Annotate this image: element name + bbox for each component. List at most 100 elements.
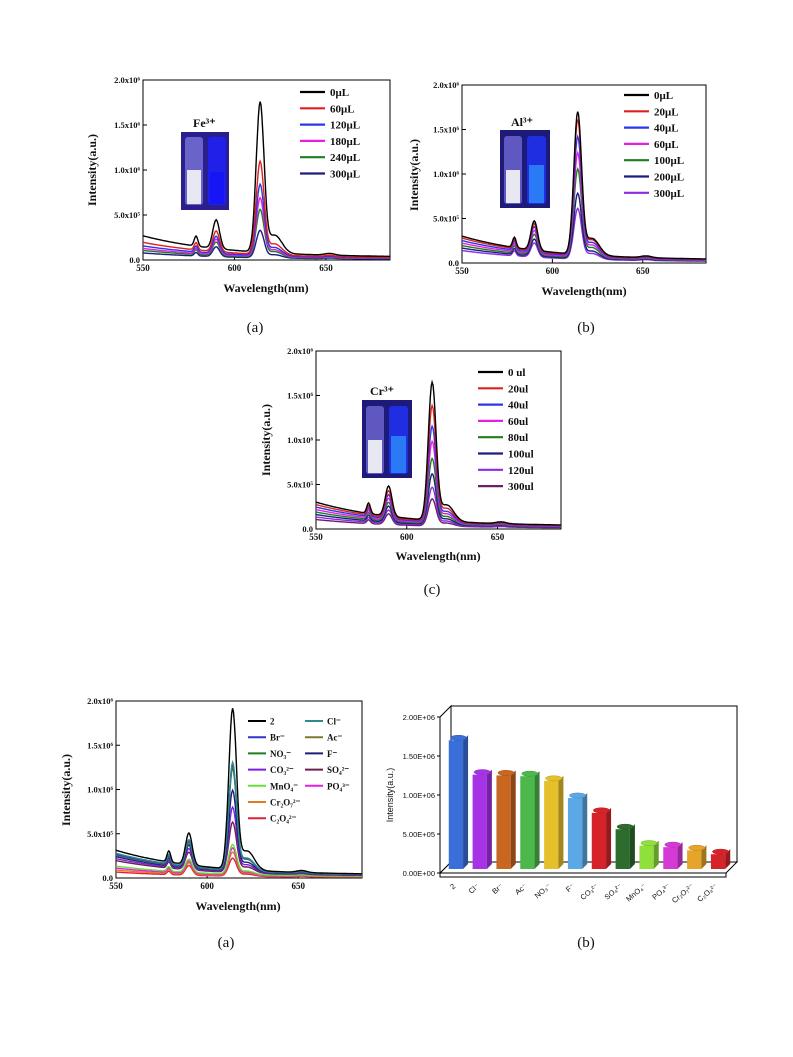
bar-side <box>725 849 731 869</box>
bar-top <box>497 770 515 776</box>
bar <box>615 823 635 869</box>
bar-y-tick-label: 5.00E+05 <box>403 830 435 839</box>
legend-label: 0 ul <box>508 367 525 379</box>
y-tick-label: 1.5x10⁶ <box>287 391 313 401</box>
bar-top <box>664 841 682 848</box>
legend-label: 60μL <box>654 139 679 151</box>
caption-bottom-a: (a) <box>218 935 235 951</box>
legend-label: 80ul <box>508 432 528 444</box>
legend-label: 100μL <box>654 155 684 167</box>
bar-category-label: F⁻ <box>564 882 576 894</box>
fe-x-axis-label: Wavelength(nm) <box>223 281 308 295</box>
bar-x-ticks: 2 Cl⁻ Br⁻ Ac⁻ NO₃⁻ F⁻ CO₃²⁻ SO₄²⁻ MnO₄⁻ PO₄³⁻Cr₂O… <box>448 882 719 905</box>
fe-y-ticks: 0.0 5.0x10⁵ 1.0x10⁶ 1.5x10⁶ 2.0x10⁶ <box>114 75 147 265</box>
legend-label: 300ul <box>508 481 534 493</box>
y-tick-label: 5.0x10⁵ <box>114 210 140 220</box>
al-curves <box>461 111 707 262</box>
bar-front <box>710 854 726 869</box>
anion-y-axis-label: Intensity(a.u.) <box>59 754 73 826</box>
bar <box>639 840 659 869</box>
al-y-ticks: 0.0 5.0x10⁵ 1.0x10⁶ 1.5x10⁶ 2.0x10⁶ <box>433 80 466 268</box>
caption-top-b: (b) <box>577 320 595 336</box>
y-tick-label: 0.0 <box>102 873 113 883</box>
bar-top <box>473 769 491 775</box>
caption-bottom-b: (b) <box>577 935 595 951</box>
x-tick-label: 600 <box>200 881 214 891</box>
cr-inset-photo <box>362 400 412 478</box>
series-line <box>115 708 362 875</box>
legend-label: 120μL <box>330 120 360 132</box>
y-tick-label: 1.0x10⁶ <box>433 169 459 179</box>
legend-label: 180μL <box>330 136 360 148</box>
y-tick-label: 0.0 <box>302 524 313 534</box>
bar-side <box>582 793 588 869</box>
y-tick-label: 1.5x10⁶ <box>433 125 459 135</box>
x-tick-label: 650 <box>291 881 305 891</box>
bar-front <box>687 850 702 869</box>
bar-front <box>544 780 559 869</box>
bar-category-label: C₂O₄²⁻ <box>695 882 719 904</box>
y-tick-label: 0.0 <box>448 258 459 268</box>
fe-ion-label: Fe³⁺ <box>193 116 216 130</box>
cr-ion-label: Cr³⁺ <box>370 384 394 398</box>
bar-top <box>640 840 658 846</box>
bar-front <box>472 774 487 869</box>
legend-label: 60μL <box>330 103 355 115</box>
al-legend: 0μL 20μL 40μL 60μL 100μL 200μL 300μL <box>624 90 684 200</box>
legend-label: 100ul <box>508 449 534 461</box>
bar-marks <box>448 734 731 869</box>
x-tick-label: 600 <box>546 266 560 276</box>
bar-side <box>463 735 469 869</box>
bar-category-label: Cl⁻ <box>467 882 481 896</box>
bar-front <box>520 776 535 869</box>
x-tick-label: 550 <box>309 532 323 542</box>
bar-top <box>593 807 610 814</box>
bar-front <box>639 845 654 869</box>
x-tick-label: 550 <box>136 263 150 273</box>
cr-curves <box>315 379 562 529</box>
fe-legend: 0μL 60μL 120μL 180μL 240μL 300μL <box>300 87 360 181</box>
legend-label: PO₄³⁻ <box>327 781 350 791</box>
legend-label: MnO₄⁻ <box>270 781 298 791</box>
bar <box>496 770 516 869</box>
x-tick-label: 650 <box>636 266 650 276</box>
bar <box>591 807 612 869</box>
legend-label: 240μL <box>330 152 360 164</box>
bar-category-label: MnO₄⁻ <box>624 882 648 904</box>
bar-category-label: Cr₂O₇²⁻ <box>670 882 695 905</box>
y-tick-label: 0.0 <box>129 255 140 265</box>
al-inset-photo <box>500 130 550 208</box>
cr-legend: 0 ul 20ul 40ul 60ul 80ul 100ul 120ul 300ul <box>478 367 534 493</box>
bar-y-tick-label: 0.00E+00 <box>403 869 435 878</box>
legend-label: Ac⁻ <box>327 733 342 743</box>
legend-label: Cl⁻ <box>327 717 341 727</box>
y-tick-label: 1.5x10⁶ <box>87 740 113 750</box>
x-tick-label: 650 <box>491 532 505 542</box>
bar-side <box>486 769 492 869</box>
y-tick-label: 2.0x10⁶ <box>87 696 113 706</box>
series-line <box>142 159 390 258</box>
y-tick-label: 2.0x10⁶ <box>433 80 459 90</box>
bar-side <box>701 845 707 869</box>
bar-side <box>653 840 659 869</box>
bar-y-tick-label: 2.00E+06 <box>403 713 435 722</box>
bar-side <box>534 771 540 869</box>
bar-front <box>496 775 511 869</box>
legend-label: 40μL <box>654 123 679 135</box>
bar-base-plate <box>439 872 727 878</box>
bar <box>544 775 564 869</box>
bar <box>472 769 492 869</box>
legend-label: SO₄²⁻ <box>327 765 349 775</box>
bar-category-label: CO₃²⁻ <box>579 882 601 902</box>
y-tick-label: 5.0x10⁵ <box>433 214 459 224</box>
fe-inset-photo <box>181 132 229 210</box>
bar-side <box>510 770 516 869</box>
y-tick-label: 2.0x10⁶ <box>114 75 140 85</box>
bar-y-axis-label: Intensity(a.u.) <box>385 768 395 823</box>
anion-y-ticks: 0.0 5.0x10⁵ 1.0x10⁶ 1.5x10⁶ 2.0x10⁶ <box>87 696 120 883</box>
y-tick-label: 1.5x10⁶ <box>114 120 140 130</box>
caption-top-c: (c) <box>424 582 441 598</box>
bar-category-label: Br⁻ <box>490 882 505 896</box>
fe-curves <box>142 101 390 260</box>
legend-label: C₂O₄²⁻ <box>270 814 297 824</box>
